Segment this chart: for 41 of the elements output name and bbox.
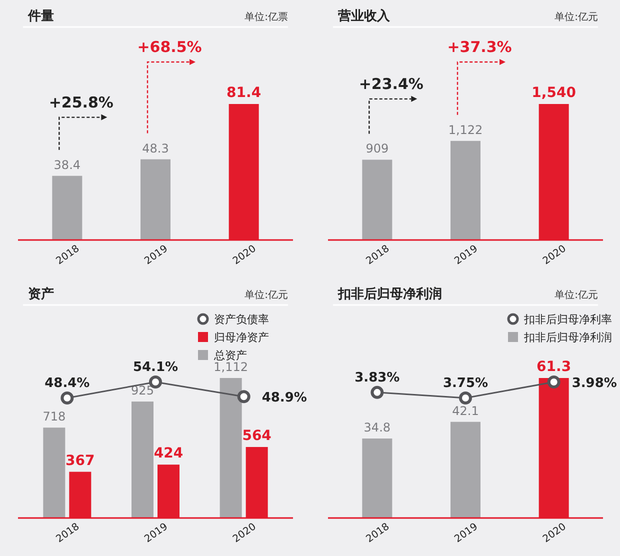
annotation: +25.8% [48, 93, 114, 112]
data-label: 1,540 [532, 85, 576, 101]
data-label: 34.8 [364, 420, 391, 435]
legend-label: 资产负债率 [214, 313, 269, 326]
bar [132, 402, 154, 518]
bar [220, 378, 242, 518]
legend-label: 扣非后归母净利润 [523, 331, 612, 344]
data-label: 925 [131, 384, 154, 398]
text: +37.3% [447, 38, 512, 56]
data-label: 718 [42, 410, 66, 424]
data-label: 61.3 [536, 359, 572, 375]
chart-title: 营业收入 [337, 8, 391, 24]
data-label: 3.98% [572, 376, 617, 391]
data-label: 367 [66, 452, 95, 469]
chart-title: 扣非后归母净利润 [337, 286, 442, 302]
data-label: 54.1% [132, 360, 178, 375]
chart-subtitle: 单位:亿元 [554, 11, 598, 23]
data-label: 3.75% [442, 376, 488, 391]
data-label: 564 [242, 428, 272, 444]
bar [43, 428, 66, 518]
data-label: 424 [154, 446, 184, 462]
data-label: 909 [366, 142, 389, 156]
chart-subtitle: 单位:亿元 [244, 289, 288, 301]
chart-subtitle: 单位:亿元 [554, 289, 598, 301]
text: +23.4% [358, 74, 424, 93]
legend-label: 归母净资产 [214, 331, 269, 344]
data-label: 81.4 [226, 85, 262, 101]
data-label: 48.3 [142, 141, 169, 156]
data-label: 48.4% [44, 376, 90, 391]
legend-label: 扣非后归母净利率 [523, 313, 612, 326]
chart-title: 件量 [27, 9, 54, 24]
data-label: 48.9% [262, 390, 307, 406]
chart-title: 资产 [28, 286, 54, 302]
data-label: 38.4 [54, 158, 81, 172]
text: +68.5% [137, 38, 202, 56]
chart-subtitle: 单位:亿票 [244, 11, 288, 23]
data-label: 1,112 [214, 360, 248, 374]
data-label: 1,122 [448, 122, 483, 137]
legend-label: 总资产 [213, 349, 247, 362]
data-label: 3.83% [354, 370, 400, 386]
data-label: 42.1 [452, 404, 479, 418]
